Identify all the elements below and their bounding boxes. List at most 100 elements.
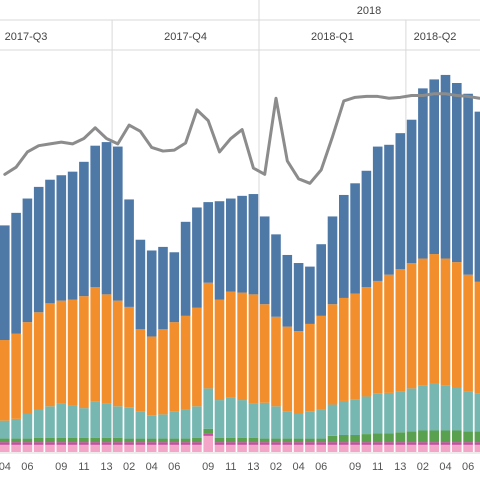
bar-segment xyxy=(440,442,451,445)
bar-segment xyxy=(79,296,89,409)
bar-segment xyxy=(372,444,383,452)
bar-segment xyxy=(406,119,417,264)
bar-segment xyxy=(113,406,123,438)
bar-segment xyxy=(214,201,225,300)
bar-segment xyxy=(248,194,259,295)
bar-segment xyxy=(11,212,21,334)
bar-segment xyxy=(124,199,134,307)
bar-segment xyxy=(169,442,180,445)
bar-segment xyxy=(90,444,100,452)
x-tick-label: 09 xyxy=(349,461,361,473)
bar-segment xyxy=(440,258,451,386)
bar-segment xyxy=(146,250,157,337)
bar-segment xyxy=(101,437,112,443)
bar-segment xyxy=(158,442,168,445)
bars xyxy=(0,74,480,452)
bar-segment xyxy=(406,442,417,445)
bar-segment xyxy=(214,444,225,452)
bar-segment xyxy=(226,444,236,452)
bar-segment xyxy=(384,444,394,452)
bar-segment xyxy=(237,195,247,293)
bar-segment xyxy=(305,323,315,412)
bar-segment xyxy=(146,336,157,416)
bar-segment xyxy=(11,333,21,419)
bar-segment xyxy=(124,444,134,452)
bar-segment xyxy=(146,415,157,439)
bar-segment xyxy=(259,216,270,305)
bar-segment xyxy=(169,252,180,323)
bar-segment xyxy=(203,435,213,452)
bar-segment xyxy=(350,183,360,294)
bar-segment xyxy=(158,444,168,452)
bar-segment xyxy=(418,442,428,445)
bar-segment xyxy=(339,297,349,401)
bar-segment xyxy=(146,444,157,452)
bar-segment xyxy=(214,400,225,438)
bar-segment xyxy=(384,274,394,393)
bar-segment xyxy=(327,435,338,443)
bar-segment xyxy=(226,397,236,438)
bar-segment xyxy=(124,306,134,408)
bar-segment xyxy=(33,186,44,313)
bar-segment xyxy=(101,294,112,404)
x-tick-label: 02 xyxy=(123,461,135,473)
bar-segment xyxy=(418,88,428,259)
bar-segment xyxy=(429,254,439,384)
bar-segment xyxy=(282,326,293,412)
bar-segment xyxy=(0,420,10,439)
bar-segment xyxy=(180,442,191,445)
bar-segment xyxy=(90,437,100,443)
bar-segment xyxy=(113,146,123,301)
x-axis: 04 06 09 11 13 02 04 06 09 11 13 02 04 06 09 11 13 02 04 06 xyxy=(0,452,480,473)
bar-segment xyxy=(248,444,259,452)
bar-segment xyxy=(395,432,406,443)
bar-segment xyxy=(463,391,473,432)
bar-segment xyxy=(440,74,451,259)
bar-segment xyxy=(452,82,462,263)
bar-segment xyxy=(237,442,247,445)
x-tick-label: 06 xyxy=(462,461,474,473)
bar-segment xyxy=(33,409,44,438)
bar-segment xyxy=(418,430,428,443)
bar-segment xyxy=(474,431,480,443)
bar-segment xyxy=(237,444,247,452)
bar-segment xyxy=(327,444,338,452)
bar-segment xyxy=(203,282,213,389)
bar-segment xyxy=(248,442,259,445)
bar-segment xyxy=(406,431,417,443)
x-tick-label: 11 xyxy=(225,461,236,473)
bar-segment xyxy=(293,442,304,445)
bar-segment xyxy=(56,403,67,438)
bar-segment xyxy=(293,413,304,439)
bar-segment xyxy=(316,438,326,443)
bar-segment xyxy=(259,304,270,403)
bar-segment xyxy=(361,434,372,443)
bar-segment xyxy=(113,444,123,452)
bar-segment xyxy=(203,433,213,436)
bar-segment xyxy=(56,437,67,443)
bar-segment xyxy=(406,263,417,389)
x-tick-label: 13 xyxy=(247,461,259,473)
bar-segment xyxy=(90,287,100,402)
bar-segment xyxy=(350,434,360,443)
bar-segment xyxy=(180,444,191,452)
bar-segment xyxy=(22,444,33,452)
bar-segment xyxy=(384,144,394,275)
bar-segment xyxy=(452,444,462,452)
bar-segment xyxy=(305,438,315,443)
bar-segment xyxy=(45,179,55,304)
bar-segment xyxy=(0,438,10,443)
x-tick-label: 11 xyxy=(372,461,383,473)
bar-segment xyxy=(350,444,360,452)
bar-segment xyxy=(271,234,281,317)
bar-segment xyxy=(0,442,10,445)
bar-segment xyxy=(259,444,270,452)
bar-segment xyxy=(101,444,112,452)
bar-segment xyxy=(327,442,338,445)
bar-segment xyxy=(22,322,33,414)
x-tick-label: 04 xyxy=(439,461,451,473)
x-tick-label: 04 xyxy=(292,461,304,473)
x-tick-label: 11 xyxy=(78,461,89,473)
bar-segment xyxy=(418,258,428,386)
bar-segment xyxy=(293,263,304,332)
